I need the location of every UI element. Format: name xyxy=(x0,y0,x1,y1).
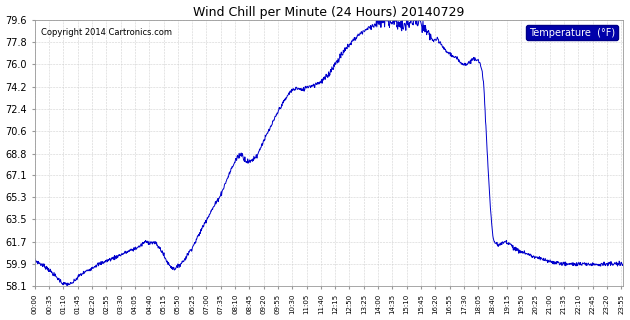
Title: Wind Chill per Minute (24 Hours) 20140729: Wind Chill per Minute (24 Hours) 2014072… xyxy=(193,5,464,19)
Text: Copyright 2014 Cartronics.com: Copyright 2014 Cartronics.com xyxy=(41,28,172,37)
Legend: Temperature  (°F): Temperature (°F) xyxy=(526,25,618,40)
